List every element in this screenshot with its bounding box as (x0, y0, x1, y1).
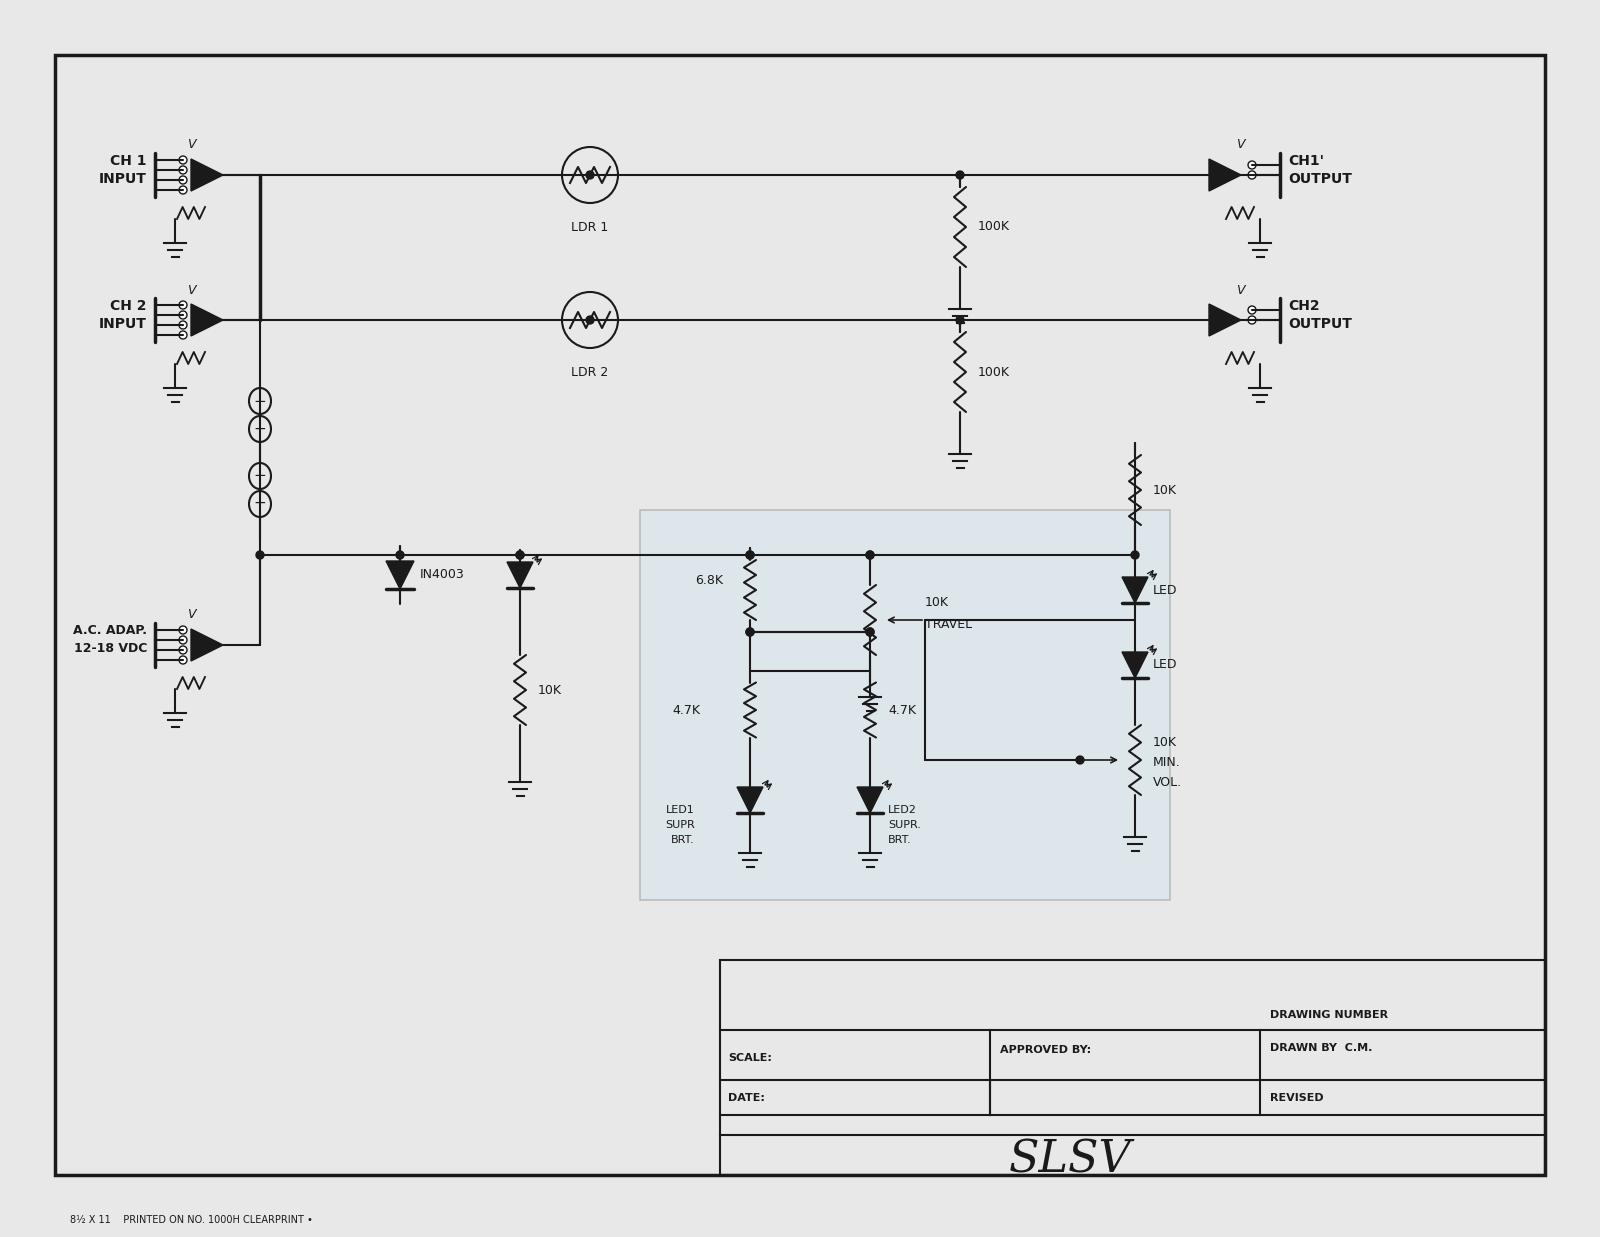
Text: 10K: 10K (1154, 736, 1178, 748)
Text: DRAWN BY  C.M.: DRAWN BY C.M. (1270, 1043, 1373, 1053)
Circle shape (866, 628, 874, 636)
Circle shape (179, 310, 187, 319)
Circle shape (866, 550, 874, 559)
Polygon shape (858, 787, 883, 813)
Circle shape (746, 628, 754, 636)
Text: 100K: 100K (978, 365, 1010, 379)
Text: INPUT: INPUT (99, 317, 147, 332)
Text: 100K: 100K (978, 220, 1010, 234)
Text: SUPR.: SUPR. (888, 820, 922, 830)
Text: LDR 2: LDR 2 (571, 366, 608, 379)
Text: TRAVEL: TRAVEL (925, 617, 973, 631)
Circle shape (866, 550, 874, 559)
Text: SUPR: SUPR (666, 820, 694, 830)
Circle shape (957, 315, 963, 324)
Text: OUTPUT: OUTPUT (1288, 172, 1352, 186)
Circle shape (1075, 756, 1085, 764)
Text: 10K: 10K (925, 595, 949, 609)
Circle shape (515, 550, 525, 559)
Circle shape (179, 186, 187, 194)
Text: LED: LED (1154, 584, 1178, 596)
Polygon shape (190, 304, 222, 336)
Text: INPUT: INPUT (99, 172, 147, 186)
Polygon shape (507, 562, 533, 588)
Text: CH 2: CH 2 (110, 299, 147, 313)
Circle shape (1248, 315, 1256, 324)
Text: 4.7K: 4.7K (888, 704, 915, 716)
Text: CH2: CH2 (1288, 299, 1320, 313)
Text: A.C. ADAP.: A.C. ADAP. (74, 625, 147, 637)
Text: DRAWING NUMBER: DRAWING NUMBER (1270, 1009, 1389, 1021)
Text: MIN.: MIN. (1154, 756, 1181, 768)
Text: V: V (187, 283, 195, 297)
Circle shape (179, 646, 187, 654)
Circle shape (179, 156, 187, 165)
Text: 10K: 10K (1154, 484, 1178, 496)
Polygon shape (190, 628, 222, 661)
Text: +: + (254, 422, 266, 437)
Circle shape (746, 550, 754, 559)
Polygon shape (1122, 652, 1149, 678)
Circle shape (957, 171, 963, 179)
Text: LED1: LED1 (666, 805, 694, 815)
Circle shape (1248, 306, 1256, 314)
Text: IN4003: IN4003 (419, 569, 464, 581)
Text: REVISED: REVISED (1270, 1094, 1323, 1103)
Text: SCALE:: SCALE: (728, 1053, 771, 1063)
Circle shape (1248, 171, 1256, 179)
Text: V: V (1235, 283, 1245, 297)
Circle shape (179, 636, 187, 644)
Text: 12-18 VDC: 12-18 VDC (74, 642, 147, 656)
Text: SLSV: SLSV (1008, 1138, 1131, 1181)
Polygon shape (1122, 576, 1149, 602)
Text: LED: LED (1154, 658, 1178, 672)
Text: OUTPUT: OUTPUT (1288, 317, 1352, 332)
Circle shape (179, 320, 187, 329)
Text: BRT.: BRT. (888, 835, 912, 845)
Text: VOL.: VOL. (1154, 776, 1182, 788)
Circle shape (179, 176, 187, 184)
Text: LDR 1: LDR 1 (571, 221, 608, 234)
Circle shape (397, 550, 403, 559)
Circle shape (586, 315, 594, 324)
Text: 4.7K: 4.7K (672, 704, 701, 716)
Polygon shape (1210, 160, 1242, 190)
Text: 10K: 10K (538, 684, 562, 696)
Circle shape (866, 628, 874, 636)
Text: LED2: LED2 (888, 805, 917, 815)
Circle shape (179, 301, 187, 309)
Text: +: + (254, 496, 266, 512)
Text: CH1': CH1' (1288, 153, 1325, 168)
Circle shape (746, 550, 754, 559)
Circle shape (1131, 550, 1139, 559)
Text: V: V (1235, 139, 1245, 151)
Text: APPROVED BY:: APPROVED BY: (1000, 1045, 1091, 1055)
Polygon shape (738, 787, 763, 813)
Text: CH 1: CH 1 (110, 153, 147, 168)
Circle shape (179, 332, 187, 339)
Circle shape (179, 626, 187, 635)
Polygon shape (190, 160, 222, 190)
Text: DATE:: DATE: (728, 1094, 765, 1103)
Circle shape (256, 550, 264, 559)
Circle shape (586, 171, 594, 179)
Text: 8½ X 11    PRINTED ON NO. 1000H CLEARPRINT •: 8½ X 11 PRINTED ON NO. 1000H CLEARPRINT … (70, 1215, 314, 1225)
Text: V: V (187, 609, 195, 621)
Text: V: V (187, 139, 195, 151)
Text: −: − (254, 393, 266, 408)
Circle shape (515, 550, 525, 559)
Circle shape (1248, 161, 1256, 169)
Circle shape (179, 656, 187, 664)
Text: −: − (254, 469, 266, 484)
Text: BRT.: BRT. (672, 835, 694, 845)
Circle shape (179, 166, 187, 174)
Polygon shape (386, 562, 414, 589)
Polygon shape (1210, 304, 1242, 336)
Text: 6.8K: 6.8K (694, 574, 723, 586)
Circle shape (746, 628, 754, 636)
Bar (640, 510, 1170, 901)
